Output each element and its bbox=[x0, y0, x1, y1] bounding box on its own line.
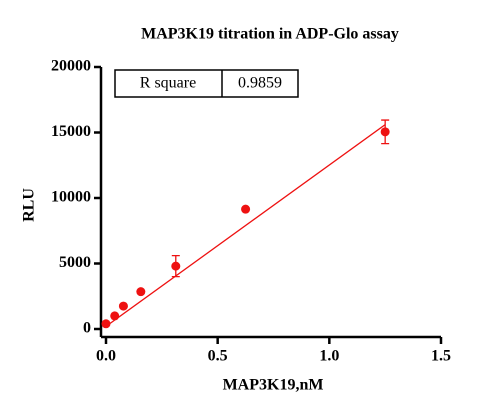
fit-line bbox=[105, 124, 386, 327]
point bbox=[171, 261, 181, 271]
point bbox=[241, 204, 251, 214]
y-tick-label: 0 bbox=[83, 320, 91, 337]
point bbox=[118, 301, 128, 311]
y-tick-label: 20000 bbox=[51, 58, 91, 75]
x-axis-label: MAP3K19,nM bbox=[223, 377, 324, 394]
x-tick-label: 0.5 bbox=[208, 348, 228, 365]
point bbox=[110, 311, 120, 321]
point bbox=[136, 287, 146, 297]
point bbox=[101, 319, 111, 329]
y-tick-label: 5000 bbox=[59, 254, 91, 271]
annotation-value: 0.9859 bbox=[238, 75, 282, 92]
annotation-box bbox=[114, 69, 299, 98]
point bbox=[380, 127, 390, 137]
chart-title: MAP3K19 titration in ADP-Glo assay bbox=[141, 26, 399, 43]
y-tick-label: 15000 bbox=[51, 123, 91, 140]
y-axis-label: RLU bbox=[21, 188, 38, 222]
x-tick-label: 1.5 bbox=[431, 348, 451, 365]
x-tick-label: 1.0 bbox=[319, 348, 339, 365]
x-tick-label: 0.0 bbox=[96, 348, 116, 365]
y-tick-label: 10000 bbox=[51, 189, 91, 206]
annotation-label: R square bbox=[140, 75, 196, 92]
